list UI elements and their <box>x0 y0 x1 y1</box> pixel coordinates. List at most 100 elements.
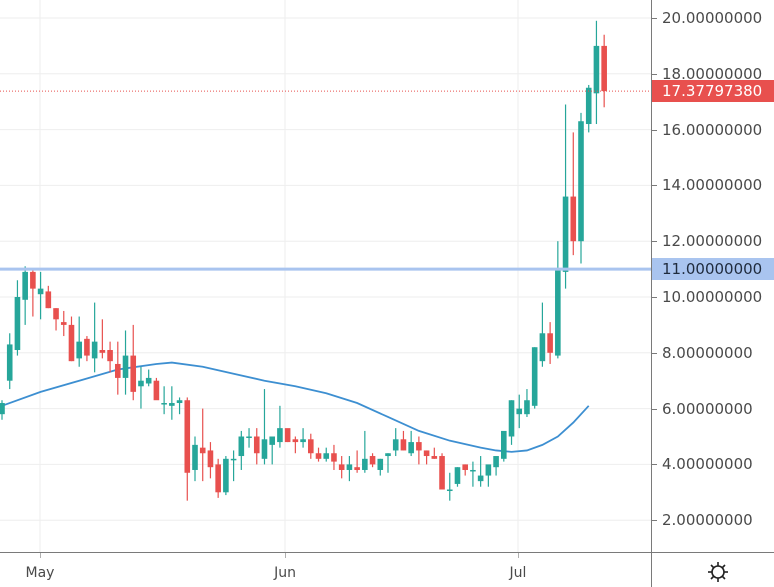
candle <box>169 386 175 420</box>
grid-lines <box>0 0 651 552</box>
candle <box>53 308 59 331</box>
candle <box>261 389 268 465</box>
candle <box>508 400 515 445</box>
candle <box>37 271 44 320</box>
candle <box>531 347 538 409</box>
candle <box>585 84 592 133</box>
candle <box>184 397 191 501</box>
candle <box>292 436 299 454</box>
candle <box>76 316 82 367</box>
time-label-jun: Jun <box>274 565 296 581</box>
gear-icon[interactable] <box>707 561 729 587</box>
horizontal-line-badge[interactable]: 11.00000000 <box>652 258 774 281</box>
candle <box>601 34 607 108</box>
candle <box>454 467 461 487</box>
candle <box>269 436 275 465</box>
candle <box>30 269 36 317</box>
candle <box>230 450 237 482</box>
candle <box>99 319 106 359</box>
candle <box>354 450 360 473</box>
candle <box>215 458 221 498</box>
candle <box>246 428 252 448</box>
candle <box>192 436 198 482</box>
price-label: 20.00000000 <box>662 9 763 27</box>
price-label: 12.00000000 <box>662 232 763 251</box>
candlestick-chart[interactable] <box>0 0 651 552</box>
candle <box>115 341 121 395</box>
candle <box>207 442 214 479</box>
candle <box>6 333 13 390</box>
time-tick <box>40 553 41 558</box>
candle <box>130 324 137 401</box>
candle <box>578 112 584 264</box>
candle <box>161 386 167 415</box>
price-tick <box>652 520 657 522</box>
candle <box>369 453 376 468</box>
candle <box>45 285 52 309</box>
candle <box>416 436 422 465</box>
candle <box>284 428 291 443</box>
candle <box>516 394 523 429</box>
candle <box>107 341 113 373</box>
candle <box>431 447 438 459</box>
candle <box>408 430 414 457</box>
price-label: 14.00000000 <box>662 176 763 195</box>
price-tick <box>652 73 657 75</box>
candle <box>392 428 399 457</box>
time-tick <box>518 553 519 558</box>
candle <box>462 464 468 476</box>
price-axis[interactable]: 20.00000000 18.00000000 16.00000000 14.0000… <box>651 0 774 552</box>
candle <box>145 369 152 387</box>
candle <box>315 447 322 462</box>
price-label: 10.00000000 <box>662 288 763 306</box>
time-axis[interactable]: May Jun Jul <box>0 552 651 587</box>
candle <box>470 461 476 487</box>
chart-plot-area[interactable] <box>0 0 651 552</box>
price-tick <box>652 297 657 298</box>
candle <box>338 456 345 479</box>
price-tick <box>652 18 657 19</box>
time-tick <box>285 553 286 558</box>
price-overlays <box>0 90 651 271</box>
candle <box>14 280 21 356</box>
candle <box>91 302 98 373</box>
candle <box>501 430 507 462</box>
candle <box>199 408 206 482</box>
candle <box>0 400 5 420</box>
time-label-may: May <box>25 565 55 581</box>
candle <box>593 20 600 125</box>
candles <box>0 20 607 501</box>
candle <box>68 316 75 362</box>
settings-corner <box>651 552 774 587</box>
candle <box>547 322 553 364</box>
candle <box>400 430 407 451</box>
price-label: 6.00000000 <box>662 399 753 418</box>
price-tick <box>652 408 657 410</box>
candle <box>323 447 330 462</box>
candle <box>477 456 484 487</box>
candle <box>423 450 430 465</box>
candle <box>153 377 160 401</box>
price-label: 16.00000000 <box>662 120 763 139</box>
price-tick <box>652 464 657 466</box>
candle <box>122 330 129 395</box>
candle <box>446 472 453 501</box>
candle <box>223 456 229 496</box>
candle <box>524 389 530 417</box>
candle <box>485 464 492 487</box>
price-label: 18.00000000 <box>662 64 763 83</box>
candle <box>60 310 67 337</box>
candle <box>555 241 561 359</box>
time-label-jul: Jul <box>509 565 527 581</box>
candle <box>562 104 569 289</box>
candle <box>385 453 391 473</box>
candle <box>176 397 183 415</box>
last-price-badge: 17.37797380 <box>652 80 774 103</box>
price-label: 2.00000000 <box>662 511 753 530</box>
price-label: 8.00000000 <box>662 343 753 362</box>
candle <box>346 456 353 482</box>
candle <box>138 366 144 409</box>
candle <box>493 456 499 476</box>
price-tick <box>652 241 657 243</box>
price-label: 4.00000000 <box>662 455 753 474</box>
